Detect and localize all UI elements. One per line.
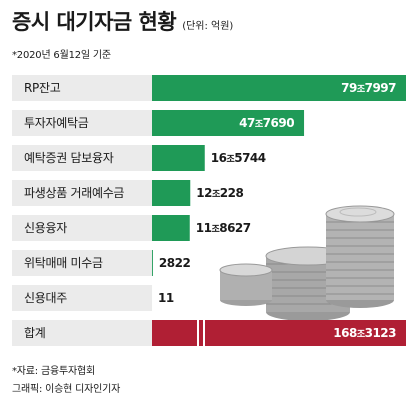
value-rest: 7690 [262,116,295,130]
value-unit: 조 [211,190,220,200]
value-label: 16조5744 [211,145,266,173]
value-main: 79 [341,81,357,95]
value-unit: 조 [254,120,263,130]
value-unit: 조 [226,155,235,165]
value-label: 2822 [158,250,191,276]
unit-label: (단위: 억원) [182,21,234,32]
value-main: 2822 [158,256,191,270]
bar [152,75,406,101]
value-label: 11 [158,285,174,311]
category-label: RP잔고 [12,75,152,101]
value-unit: 조 [356,330,365,340]
category-label: 합계 [12,320,152,346]
value-label: 168조3123 [152,320,396,348]
value-main: 12 [196,186,212,200]
category-label: 신용융자 [12,215,152,241]
bar [152,145,205,171]
credit-note: 그래픽: 이승현 디자인기자 [12,384,121,395]
value-label: 47조7690 [152,110,294,138]
value-rest: 5744 [234,151,266,165]
coin-stack-icon [219,205,395,321]
bar [152,215,190,241]
bar [152,180,191,206]
value-unit: 조 [211,225,220,235]
value-rest: 8627 [219,221,251,235]
category-label: 예탁증권 담보융자 [12,145,152,171]
category-label: 신용대주 [12,285,152,311]
category-label: 투자자예탁금 [12,110,152,136]
value-main: 11 [158,291,174,305]
value-unit: 조 [356,85,365,95]
date-note: *2020년 6월12일 기준 [12,50,111,61]
value-main: 47 [239,116,255,130]
category-label: 파생상품 거래예수금 [12,180,152,206]
value-label: 11조8627 [196,215,251,243]
bar [152,110,305,136]
value-rest: 228 [219,186,244,200]
source-note: *자료: 금융투자협회 [12,366,95,377]
title-text: 증시 대기자금 현황 [12,10,177,34]
value-label: 79조7997 [152,75,396,103]
value-main: 11 [195,221,212,235]
value-rest: 7997 [364,81,397,95]
value-label: 12조228 [196,180,244,208]
value-main: 16 [210,151,227,165]
value-rest: 3123 [364,326,397,340]
total-bar [152,320,406,346]
value-main: 168 [333,326,357,340]
category-label: 위탁매매 미수금 [12,250,152,276]
chart-title: 증시 대기자금 현황 (단위: 억원) [12,6,233,36]
bar [152,250,153,276]
